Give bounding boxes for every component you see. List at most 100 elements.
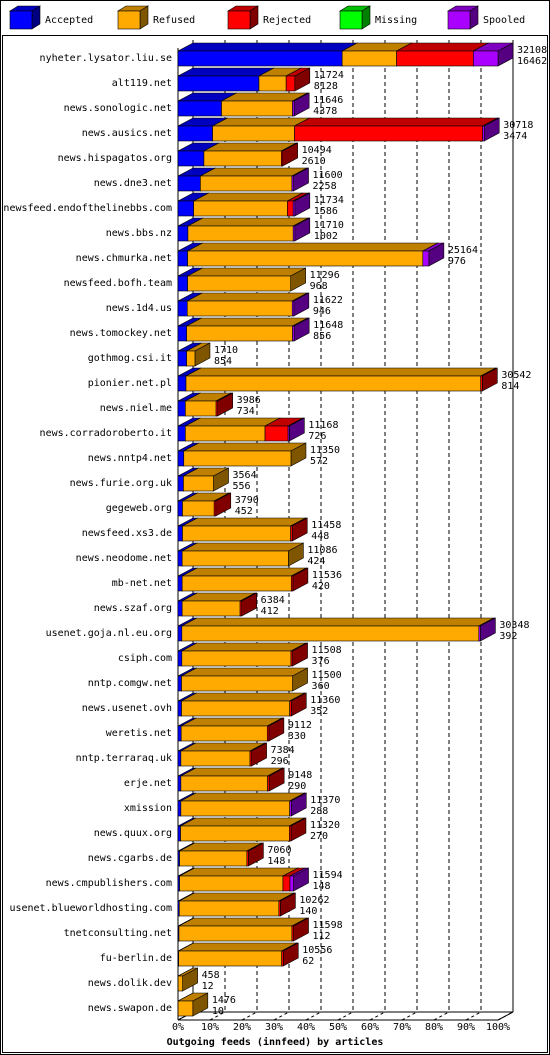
bar bbox=[180, 750, 251, 767]
bar-top bbox=[180, 817, 305, 827]
y-tick-label: newsfeed.xs3.de bbox=[82, 528, 172, 539]
value-label: 12 bbox=[202, 981, 214, 992]
bar-top bbox=[181, 717, 283, 727]
x-tick-label: 30% bbox=[265, 1022, 283, 1033]
value-label: 7384 bbox=[271, 745, 295, 756]
bar-top bbox=[179, 892, 294, 902]
y-tick-label: fu-berlin.de bbox=[100, 953, 172, 964]
bar bbox=[193, 200, 288, 217]
bar bbox=[478, 625, 481, 642]
bar bbox=[178, 900, 280, 917]
bar-top bbox=[187, 242, 438, 252]
bar bbox=[177, 825, 181, 842]
bar bbox=[177, 200, 194, 217]
value-label: 968 bbox=[310, 281, 328, 292]
legend-swatch bbox=[227, 10, 251, 30]
value-label: 10262 bbox=[299, 895, 329, 906]
x-tick-label: 20% bbox=[233, 1022, 251, 1033]
y-tick-label: news.furie.org.uk bbox=[70, 478, 172, 489]
bar bbox=[178, 925, 293, 942]
y-tick-label: news.cgarbs.de bbox=[88, 853, 172, 864]
value-label: 148 bbox=[313, 881, 331, 892]
bar bbox=[177, 650, 183, 667]
bar bbox=[177, 800, 182, 817]
bar bbox=[177, 400, 186, 417]
y-tick-label: news.cmpublishers.com bbox=[46, 878, 172, 889]
bar bbox=[185, 400, 217, 417]
value-label: 726 bbox=[308, 431, 326, 442]
y-tick-label: news.dolik.dev bbox=[88, 978, 172, 989]
bar bbox=[221, 100, 293, 117]
bar bbox=[180, 725, 268, 742]
bar bbox=[249, 750, 252, 767]
value-label: 11600 bbox=[313, 170, 343, 181]
value-label: 2258 bbox=[313, 181, 337, 192]
bar-top bbox=[186, 317, 308, 327]
bar bbox=[200, 175, 293, 192]
x-tick bbox=[369, 1011, 386, 1021]
x-tick bbox=[241, 1011, 258, 1021]
y-tick-label: news.sonologic.net bbox=[64, 103, 172, 114]
value-label: 62 bbox=[302, 956, 314, 967]
y-tick-label: news.hispagatos.org bbox=[58, 153, 172, 164]
legend-label: Spooled bbox=[483, 15, 525, 26]
bar bbox=[177, 175, 201, 192]
value-label: 330 bbox=[288, 731, 306, 742]
bar bbox=[290, 650, 293, 667]
legend-label: Refused bbox=[153, 15, 195, 26]
bar bbox=[187, 225, 294, 242]
bar bbox=[282, 875, 291, 892]
value-label: 976 bbox=[448, 256, 466, 267]
y-tick-label: csiph.com bbox=[118, 653, 172, 664]
value-label: 10494 bbox=[302, 145, 332, 156]
bar bbox=[215, 400, 218, 417]
bar bbox=[177, 500, 183, 517]
x-tick-label: 80% bbox=[425, 1022, 443, 1033]
value-label: 11598 bbox=[313, 920, 343, 931]
bar-top bbox=[180, 767, 283, 777]
value-label: 10 bbox=[212, 1006, 224, 1017]
bar bbox=[178, 950, 282, 967]
value-label: 11646 bbox=[313, 95, 343, 106]
y-tick-label: news.chmurka.net bbox=[76, 253, 172, 264]
bar bbox=[292, 225, 296, 242]
value-label: 7060 bbox=[267, 845, 291, 856]
bar-top bbox=[181, 617, 494, 627]
value-label: 140 bbox=[299, 906, 317, 917]
value-label: 2610 bbox=[302, 156, 326, 167]
bar bbox=[181, 650, 292, 667]
y-tick-label: gegeweb.org bbox=[106, 503, 172, 514]
bar-top bbox=[200, 167, 308, 177]
bar bbox=[181, 625, 480, 642]
value-label: 1002 bbox=[314, 231, 338, 242]
bar bbox=[185, 375, 482, 392]
bar bbox=[482, 125, 485, 142]
bar bbox=[278, 900, 281, 917]
bar bbox=[181, 700, 290, 717]
bar bbox=[203, 150, 282, 167]
bar bbox=[473, 50, 499, 67]
bar-top bbox=[179, 867, 299, 877]
x-tick bbox=[401, 1011, 418, 1021]
bar bbox=[179, 850, 248, 867]
value-label: 376 bbox=[312, 656, 330, 667]
bar bbox=[281, 950, 284, 967]
value-label: 112 bbox=[313, 931, 331, 942]
value-label: 11296 bbox=[310, 270, 340, 281]
bar bbox=[285, 75, 296, 92]
bar-top bbox=[185, 367, 496, 377]
bar-top bbox=[187, 217, 309, 227]
bar bbox=[239, 600, 242, 617]
bar bbox=[289, 800, 292, 817]
bar bbox=[290, 525, 293, 542]
bar-top bbox=[178, 917, 308, 927]
legend-label: Missing bbox=[375, 15, 417, 26]
value-label: 32108 bbox=[517, 45, 547, 56]
y-tick-label: news.tomockey.net bbox=[70, 328, 172, 339]
bar bbox=[186, 325, 293, 342]
value-label: 556 bbox=[233, 481, 251, 492]
bar bbox=[179, 875, 284, 892]
value-label: 11086 bbox=[307, 545, 337, 556]
bar bbox=[180, 825, 290, 842]
y-tick-label: xmission bbox=[124, 803, 172, 814]
